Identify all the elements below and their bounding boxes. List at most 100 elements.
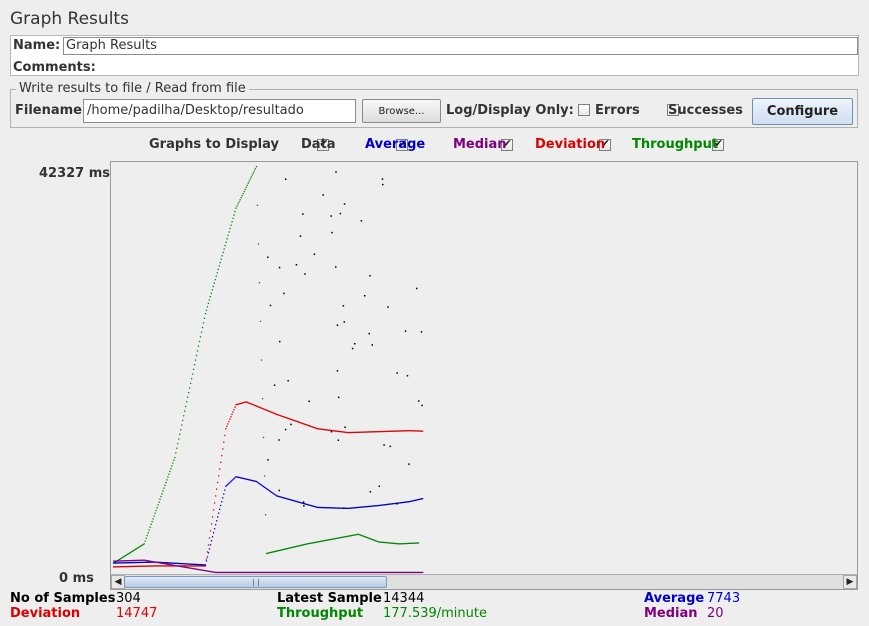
average-point xyxy=(211,536,214,538)
throughput-point xyxy=(357,533,360,535)
throughput-point xyxy=(221,255,223,257)
throughput-point xyxy=(215,275,217,277)
average-point xyxy=(406,501,409,503)
average-point xyxy=(174,562,177,564)
median-point xyxy=(259,571,262,574)
successes-label[interactable]: Successes xyxy=(668,103,743,118)
errors-checkbox[interactable] xyxy=(578,104,590,116)
successes-checkbox[interactable] xyxy=(667,104,680,116)
throughput-point xyxy=(134,548,137,551)
deviation-point xyxy=(281,415,283,417)
data-checkbox[interactable] xyxy=(317,137,330,151)
median-point xyxy=(126,560,129,562)
throughput-point xyxy=(224,244,226,247)
median-point xyxy=(180,565,183,568)
median-point xyxy=(340,571,343,574)
median-point xyxy=(318,571,321,574)
graph-horizontal-scrollbar[interactable]: ◀ ▶ xyxy=(111,574,857,589)
throughput-point xyxy=(182,419,184,422)
deviation-point xyxy=(404,430,407,432)
errors-label[interactable]: Errors xyxy=(595,103,640,118)
deviation-checkbox[interactable] xyxy=(598,137,611,151)
throughput-checkbox[interactable] xyxy=(711,137,724,151)
throughput-point xyxy=(179,433,181,435)
median-point xyxy=(165,563,167,565)
deviation-point xyxy=(377,431,379,433)
median-point xyxy=(120,560,123,562)
throughput-point xyxy=(262,436,265,439)
average-point xyxy=(234,477,236,479)
median-point xyxy=(133,559,136,562)
browse-button[interactable]: Browse... xyxy=(362,99,441,123)
deviation-point xyxy=(366,431,368,433)
deviation-point xyxy=(223,441,225,443)
throughput-point xyxy=(379,541,381,543)
average-point xyxy=(223,493,225,495)
deviation-point xyxy=(388,430,391,432)
deviation-point xyxy=(298,421,300,423)
throughput-point xyxy=(320,540,322,542)
file-fieldset xyxy=(10,89,858,128)
throughput-point xyxy=(248,180,250,182)
throughput-option-label[interactable]: Throughput xyxy=(632,137,719,152)
filename-input[interactable]: /home/padilha/Desktop/resultado xyxy=(83,99,356,123)
average-point xyxy=(418,498,421,500)
throughput-point xyxy=(385,541,387,544)
deviation-point xyxy=(397,430,400,432)
average-point xyxy=(134,561,137,564)
average-point xyxy=(264,487,267,489)
scroll-left-arrow-icon[interactable]: ◀ xyxy=(111,575,125,589)
average-checkbox[interactable] xyxy=(396,137,409,151)
average-point xyxy=(321,506,324,509)
deviation-point xyxy=(266,409,268,412)
deviation-point xyxy=(137,565,140,567)
median-point xyxy=(420,571,423,574)
deviation-point xyxy=(226,425,228,428)
median-point xyxy=(319,571,322,574)
average-option-label[interactable]: Average xyxy=(365,137,426,152)
average-point xyxy=(361,506,363,508)
data-sample-point xyxy=(284,178,287,180)
median-point xyxy=(130,559,133,562)
throughput-point xyxy=(296,545,299,547)
throughput-point xyxy=(127,553,130,555)
median-point xyxy=(236,571,239,574)
median-option-label[interactable]: Median xyxy=(453,137,507,152)
throughput-point xyxy=(254,168,257,170)
deviation-point xyxy=(407,430,410,432)
deviation-point xyxy=(160,565,163,567)
median-point xyxy=(341,571,344,574)
deviation-point xyxy=(325,429,328,431)
scroll-right-arrow-icon[interactable]: ▶ xyxy=(843,575,857,589)
throughput-point xyxy=(223,248,225,250)
throughput-point xyxy=(408,542,411,545)
median-point xyxy=(211,571,214,573)
data-sample-point xyxy=(278,266,281,269)
data-sample-point xyxy=(415,287,418,290)
average-point xyxy=(181,563,184,565)
average-point xyxy=(209,544,212,546)
deviation-option-label[interactable]: Deviation xyxy=(535,137,606,152)
median-point xyxy=(332,571,335,574)
throughput-point xyxy=(322,540,324,542)
average-point xyxy=(377,504,379,507)
average-point xyxy=(289,498,291,501)
median-checkbox[interactable] xyxy=(500,137,513,151)
median-point xyxy=(308,571,311,574)
deviation-point xyxy=(143,565,146,567)
average-point xyxy=(328,507,331,509)
deviation-point xyxy=(115,566,118,568)
deviation-point xyxy=(309,425,312,427)
throughput-point xyxy=(272,551,275,553)
average-point xyxy=(360,506,362,508)
median-point xyxy=(284,571,287,574)
average-point xyxy=(378,504,380,507)
deviation-point xyxy=(387,430,389,433)
configure-button[interactable]: Configure xyxy=(752,98,853,125)
name-input[interactable]: Graph Results xyxy=(63,37,858,55)
data-option-label[interactable]: Data xyxy=(301,137,336,152)
average-point xyxy=(202,564,205,566)
scrollbar-thumb[interactable] xyxy=(124,576,387,588)
data-sample-point xyxy=(267,459,269,461)
average-point xyxy=(193,563,196,566)
